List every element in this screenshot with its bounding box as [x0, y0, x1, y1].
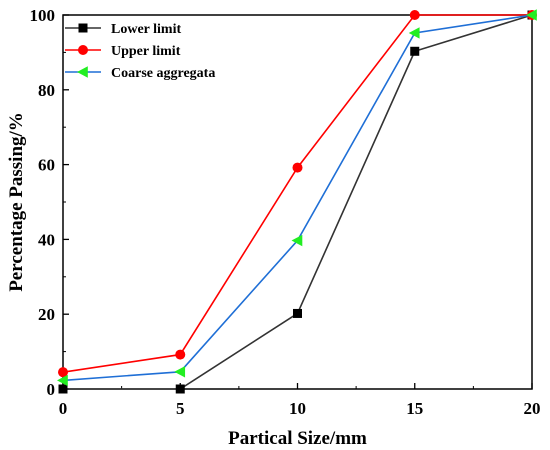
legend-swatch-marker — [78, 45, 88, 55]
x-tick-label: 15 — [406, 399, 423, 418]
data-point — [292, 162, 303, 173]
data-point — [526, 9, 537, 21]
x-tick-label: 5 — [176, 399, 185, 418]
ticks: 0 5 10 15 20 0 20 40 60 80 100 — [30, 6, 541, 418]
legend-item: Upper limit — [65, 44, 181, 59]
y-axis-title: Percentage Passing/% — [6, 112, 27, 292]
series-coarse-aggregata — [57, 9, 537, 387]
legend-label: Upper limit — [111, 44, 181, 59]
legend: Lower limit Upper limit Coarse aggregata — [65, 22, 215, 81]
legend-label: Coarse aggregata — [111, 66, 215, 81]
data-point — [408, 27, 420, 39]
y-tick-label: 80 — [38, 81, 55, 100]
data-point — [175, 384, 185, 394]
y-tick-label: 20 — [38, 305, 55, 324]
data-point — [57, 374, 68, 387]
data-point — [174, 366, 186, 378]
data-point — [410, 46, 420, 56]
data-point — [58, 384, 68, 394]
x-axis-title: Partical Size/mm — [228, 428, 367, 449]
y-tick-label: 40 — [38, 230, 55, 249]
legend-label: Lower limit — [111, 22, 181, 37]
series-layer — [57, 9, 537, 394]
data-point — [293, 308, 302, 318]
legend-item: Lower limit — [65, 22, 181, 37]
data-point — [175, 349, 186, 360]
x-tick-label: 0 — [59, 399, 68, 418]
legend-item: Coarse aggregata — [65, 66, 215, 81]
y-tick-label: 0 — [47, 380, 56, 399]
data-point — [58, 367, 68, 378]
data-point — [291, 234, 303, 247]
legend-swatch-marker — [77, 66, 88, 78]
legend-swatch-marker — [78, 23, 88, 33]
y-tick-label: 100 — [30, 6, 56, 25]
data-point — [409, 10, 420, 20]
x-tick-label: 10 — [289, 399, 306, 418]
y-tick-label: 60 — [38, 156, 55, 175]
x-tick-label: 20 — [524, 399, 541, 418]
